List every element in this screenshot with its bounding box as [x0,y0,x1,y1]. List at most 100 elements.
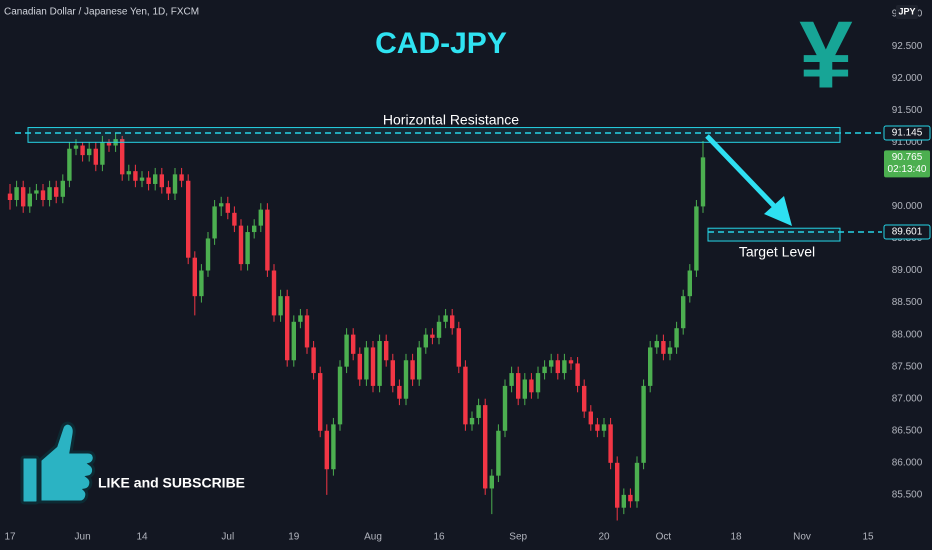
x-tick-label: Sep [509,532,527,543]
candle-body [318,373,323,431]
candle-body [7,193,13,200]
candle-body [205,238,211,271]
candle-body [179,174,184,181]
candle-body [700,157,706,207]
candle-body [212,206,217,239]
last-price-badge [884,150,930,178]
y-tick-label: 90.000 [892,201,923,212]
resistance-price-label: 91.145 [892,128,923,139]
candle-body [496,430,501,476]
y-tick-label: 88.000 [892,329,923,340]
y-tick-label: 91.500 [892,105,923,116]
candle-body [285,296,290,361]
candle-body [436,321,442,338]
candle-body [73,145,79,149]
candle-body [87,148,92,156]
yen-icon: ¥ [799,1,852,108]
candle-body [344,334,349,367]
candle-body [529,379,534,393]
candle-body [357,353,362,380]
candle-body [331,424,336,470]
candle-body [252,225,257,233]
candle-body [443,315,448,322]
candle-body [667,347,673,354]
candle-body [463,366,468,425]
y-tick-label: 87.500 [892,361,923,372]
candle-body [674,328,679,348]
candle-body [199,270,204,297]
candle-body [562,360,567,374]
candle-body [159,174,164,188]
x-tick-label: Jul [221,532,234,543]
chart-title: CAD-JPY [375,27,507,60]
candle-body [80,145,85,156]
x-tick-label: 16 [433,532,445,543]
candle-body [291,321,296,361]
x-tick-label: 14 [136,532,148,543]
candle-body [410,360,415,380]
x-tick-label: Jun [75,532,91,543]
currency-badge [896,5,918,19]
candle-body [126,171,131,175]
candle-body [390,360,395,386]
arrow-head [764,196,792,226]
countdown-label: 02:13:40 [888,164,927,175]
candle-body [351,334,356,354]
y-tick-label: 92.500 [892,41,923,52]
candle-body [258,209,263,226]
candle-body [687,270,692,297]
call-to-action: LIKE and SUBSCRIBE [98,475,245,491]
candle-body [40,190,46,200]
candle-body [232,212,237,226]
y-tick-label: 85.500 [892,490,923,501]
candle-body [120,139,125,175]
candle-body [337,366,343,425]
candle-body [192,257,197,297]
candle-body [489,475,494,489]
x-tick-label: 15 [862,532,874,543]
y-tick-label: 89.000 [892,265,923,276]
y-tick-label: 87.000 [892,393,923,404]
candle-body [641,385,646,463]
candle-body [516,373,521,399]
y-tick-label: 86.000 [892,457,923,468]
candle-body [522,379,527,399]
y-tick-label: 86.500 [892,425,923,436]
candle-body [370,347,376,386]
candle-body [47,187,52,200]
candle-body [166,187,171,194]
x-tick-label: Nov [793,532,811,543]
candle-body [456,328,461,367]
candle-body [298,315,303,322]
y-tick-label: 91.000 [892,137,923,148]
currency-label: JPY [898,6,915,16]
x-tick-label: 18 [730,532,742,543]
y-tick-label: 92.000 [892,73,923,84]
candle-body [172,174,178,194]
x-tick-label: 20 [598,532,610,543]
candle-body [265,209,270,271]
target-price-label: 89.601 [892,227,923,238]
candle-body [271,270,277,316]
y-tick-label: 88.500 [892,297,923,308]
candle-body [549,360,554,367]
candle-body [542,366,547,374]
thumbs-up-icon [20,421,96,505]
candle-body [654,341,659,348]
candle-body [469,417,475,425]
target-zone [707,227,841,242]
candle-body [377,341,382,386]
candle-body [595,424,600,431]
candle-body [60,180,65,197]
candle-body [364,347,369,380]
candle-body [54,187,59,197]
candle-body [21,187,26,207]
candle-body [186,180,191,258]
candles [7,132,706,521]
candle-body [450,315,455,329]
target-label: Target Level [739,244,815,260]
candle-body [535,373,541,393]
